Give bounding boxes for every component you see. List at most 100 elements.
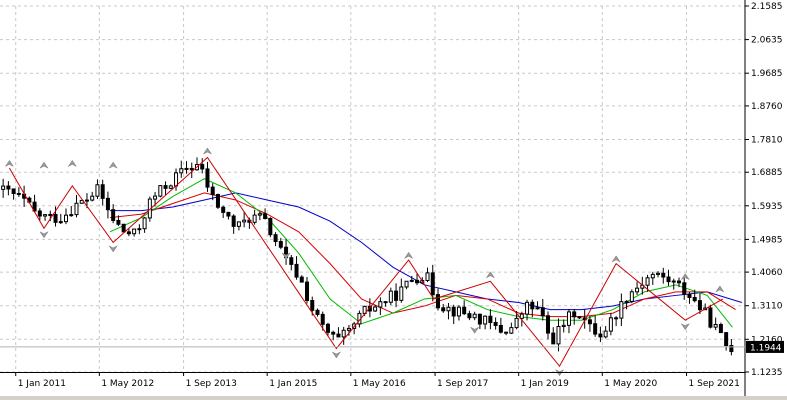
candle-body [6, 185, 11, 190]
candle-body [383, 301, 388, 304]
candle-body [69, 214, 74, 217]
candle-body [603, 330, 608, 338]
candle-body [205, 168, 210, 188]
fractal-up-marker [39, 161, 49, 169]
candle-body [79, 199, 84, 204]
candle-body [572, 311, 577, 318]
fractal-up-marker [403, 251, 414, 259]
candle-body [514, 317, 519, 329]
candle-body [315, 309, 320, 315]
candle-body [430, 272, 435, 296]
price-tick-label: 1.3110 [751, 302, 783, 312]
time-tick-label: 1 Jan 2019 [521, 379, 569, 389]
candle-body [263, 213, 268, 219]
candle-body [593, 323, 598, 335]
candle-body [289, 257, 294, 265]
candle-body [74, 202, 79, 216]
ma-fast-line [109, 178, 733, 328]
moving-averages [109, 178, 743, 328]
candle-body [121, 223, 126, 233]
candle-body [184, 167, 189, 170]
fractal-down-marker [680, 323, 691, 331]
candle-body [210, 186, 215, 196]
candle-body [346, 327, 351, 331]
fractal-down-marker [331, 351, 342, 359]
candle-body [95, 184, 100, 197]
candle-body [236, 221, 241, 227]
candle-body [394, 290, 399, 301]
candle-body [467, 313, 472, 319]
candle-body [388, 290, 393, 303]
price-tick-label: 1.8760 [751, 102, 783, 112]
candle-body [221, 206, 226, 213]
candle-body [90, 195, 95, 201]
candle-body [682, 282, 687, 295]
price-tick-label: 2.0635 [751, 36, 783, 46]
fractal-up-marker [4, 159, 15, 168]
candle-body [493, 322, 498, 326]
candle-body [378, 301, 383, 308]
candle-body [708, 307, 713, 328]
grid [0, 5, 745, 373]
candle-body [504, 331, 509, 334]
time-tick-label: 1 Jan 2015 [269, 379, 317, 389]
candle-body [174, 172, 179, 187]
candle-body [252, 214, 257, 223]
candle-body [692, 296, 697, 302]
candle-body [509, 327, 514, 334]
candle-body [551, 332, 556, 345]
candle-body [226, 211, 231, 217]
candle-body [566, 311, 571, 326]
candle-body [472, 313, 477, 319]
candle-body [43, 214, 48, 217]
candle-body [656, 272, 661, 275]
time-tick-label: 1 May 2012 [101, 379, 154, 389]
candle-body [645, 277, 650, 286]
candle-body [231, 215, 236, 227]
candle-body [299, 276, 304, 283]
candle-body [519, 313, 524, 319]
candle-body [650, 273, 655, 279]
candle-body [619, 301, 624, 319]
candle-body [404, 280, 409, 288]
ma-mid-line [109, 192, 736, 318]
candle-body [729, 345, 734, 353]
candle-body [587, 319, 592, 325]
candle-body [488, 315, 493, 324]
candle-body [111, 209, 116, 221]
candle-body [336, 333, 341, 338]
price-tick-label: 1.7810 [751, 135, 783, 145]
candle-body [713, 324, 718, 328]
time-tick-label: 1 May 2020 [604, 379, 657, 389]
candle-body [614, 317, 619, 320]
candle-body [189, 167, 194, 171]
candle-body [278, 241, 283, 248]
fractal-up-marker [108, 161, 118, 169]
time-tick-label: 1 Sep 2013 [186, 379, 237, 389]
candle-body [294, 263, 299, 278]
candle-body [268, 217, 273, 236]
candle-body [409, 279, 414, 282]
candle-body [48, 213, 53, 216]
candle-body [435, 294, 440, 309]
candle-body [556, 326, 561, 345]
candle-body [577, 316, 582, 319]
candle-body [158, 185, 163, 197]
candle-body [598, 333, 603, 338]
candle-body [477, 313, 482, 325]
price-tick-label: 1.2160 [751, 335, 783, 345]
candle-body [697, 300, 702, 311]
time-tick-label: 1 Jan 2011 [18, 379, 66, 389]
candle-body [200, 164, 205, 170]
fractal-up-marker [715, 285, 725, 293]
price-tick-label: 1.4985 [751, 235, 783, 245]
price-tick-label: 1.5935 [751, 202, 783, 212]
window-bottom-border [0, 396, 787, 400]
candle-body [446, 306, 451, 312]
price-tick-label: 1.4060 [751, 268, 783, 278]
candle-body [1, 185, 6, 190]
zigzag-indicator [8, 156, 724, 368]
